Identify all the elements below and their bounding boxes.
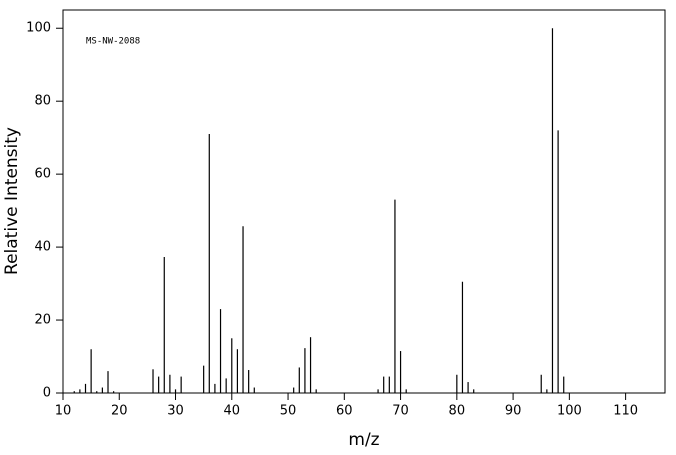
- y-tick-label: 100: [26, 21, 51, 36]
- y-tick-label: 40: [34, 240, 51, 255]
- x-axis-label: m/z: [348, 430, 379, 450]
- x-tick-label: 110: [613, 404, 638, 419]
- y-tick-label: 60: [34, 167, 51, 182]
- y-tick-label: 80: [34, 94, 51, 109]
- x-tick-label: 90: [505, 404, 522, 419]
- x-tick-label: 30: [167, 404, 184, 419]
- x-tick-label: 10: [55, 404, 72, 419]
- x-tick-label: 70: [392, 404, 409, 419]
- x-tick-label: 40: [224, 404, 241, 419]
- x-tick-label: 20: [111, 404, 128, 419]
- y-tick-label: 20: [34, 313, 51, 328]
- y-axis-label: Relative Intensity: [2, 127, 22, 275]
- y-tick-label: 0: [43, 386, 51, 401]
- x-tick-label: 80: [449, 404, 466, 419]
- x-tick-label: 50: [280, 404, 297, 419]
- annotation: MS-NW-2088: [86, 37, 140, 47]
- x-tick-label: 100: [557, 404, 582, 419]
- plot-frame: [62, 9, 666, 394]
- x-tick-label: 60: [336, 404, 353, 419]
